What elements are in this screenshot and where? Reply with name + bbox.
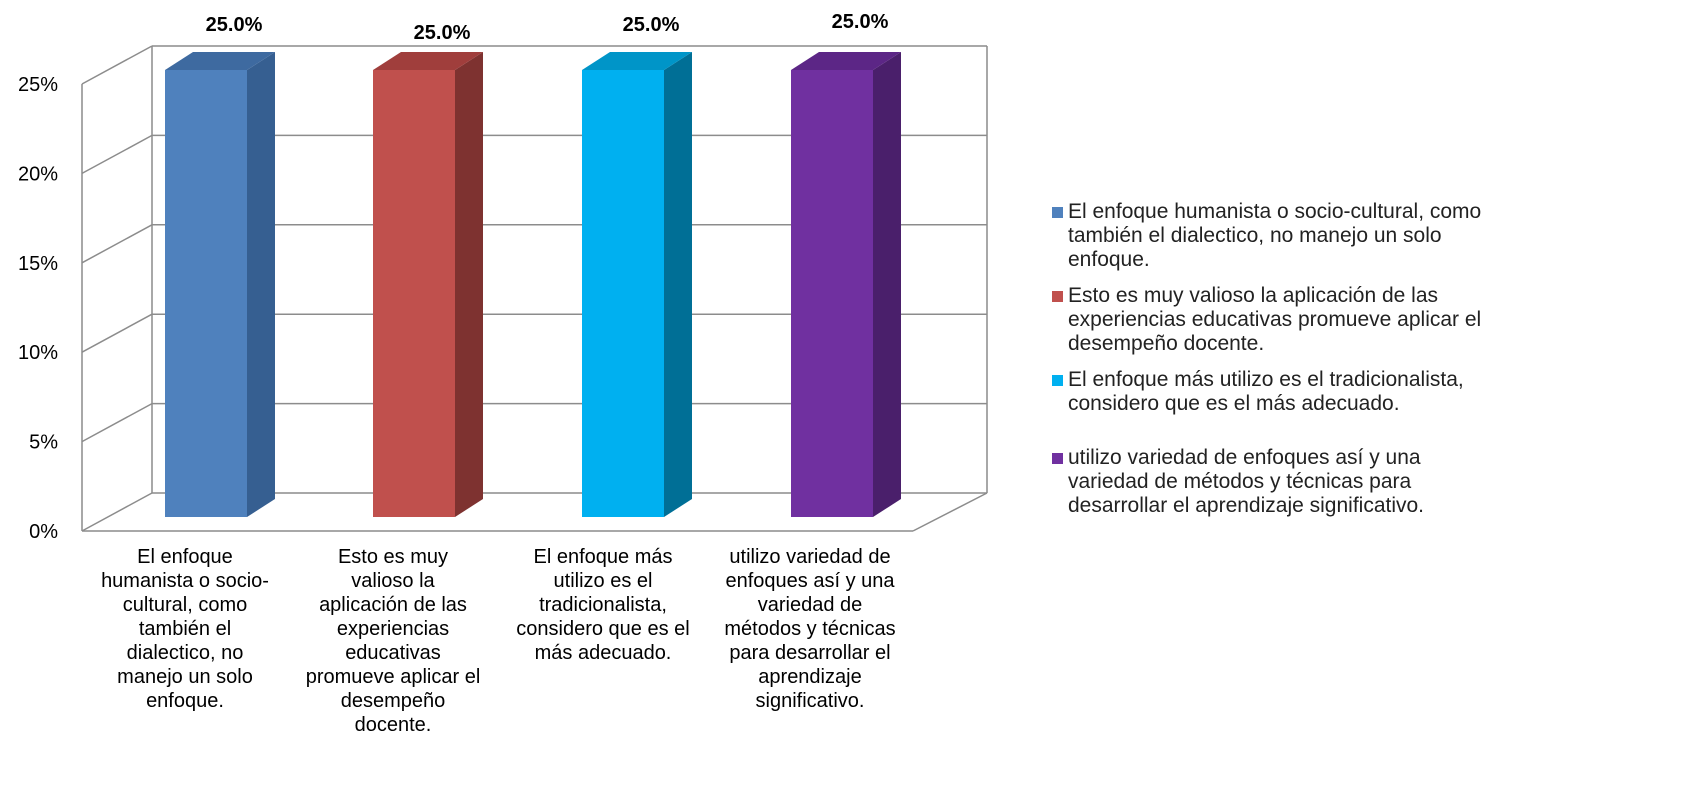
bar-top [582,52,692,70]
bar-front [582,70,664,517]
legend-item: utilizo variedad de enfoques así y una va… [1052,446,1572,518]
legend-label: El enfoque humanista o socio-cultural, c… [1068,200,1482,271]
data-label: 25.0% [832,11,889,33]
gridline-side [81,313,153,353]
data-label: 25.0% [206,14,263,36]
bar-3 [582,52,692,517]
bar-front [373,70,455,517]
gridline-side [81,134,153,175]
gridline-side [81,492,153,532]
legend-swatch [1052,375,1063,386]
gridline-side [81,45,153,85]
legend-item: El enfoque humanista o socio-cultural, c… [1052,200,1572,272]
bar-1 [165,52,275,517]
legend-item: Esto es muy valioso la aplicación de las… [1052,284,1572,356]
bar-2 [373,52,483,517]
legend-label: El enfoque más utilizo es el tradicional… [1068,368,1464,415]
bar-top [791,52,901,70]
bar-side [247,52,275,517]
legend-label: utilizo variedad de enfoques así y una va… [1068,446,1425,517]
gridline-side [81,402,153,443]
legend-swatch [1052,207,1063,218]
bar-side [455,52,483,517]
legend-swatch [1052,291,1063,302]
bar-4 [791,52,901,517]
bar-top [165,52,275,70]
y-tick-label: 0% [29,521,58,543]
data-label: 25.0% [414,22,471,44]
x-axis-label: Esto es muy valioso la aplicación de las ex… [305,546,481,736]
x-axis-label: utilizo variedad de enfoques así y una var… [724,546,896,712]
y-tick-label: 25% [18,74,58,96]
y-tick-label: 5% [29,432,58,454]
y-tick-label: 20% [18,163,58,185]
x-axis-label: El enfoque humanista o socio-cultural, co… [101,546,269,712]
data-labels: 25.0% 25.0% 25.0% 25.0% [206,11,889,44]
chart-legend: El enfoque humanista o socio-cultural, c… [1052,200,1572,518]
bar-front [165,70,247,517]
bar-top [373,52,483,70]
x-axis-label: El enfoque más utilizo es el tradicionalis… [516,546,690,664]
y-tick-label: 15% [18,253,58,275]
data-label: 25.0% [623,14,680,36]
legend-item: El enfoque más utilizo es el tradicional… [1052,368,1572,416]
legend-label: Esto es muy valioso la aplicación de las… [1068,284,1482,355]
bar-front [791,70,873,517]
bars [165,52,901,517]
y-tick-label: 10% [18,342,58,364]
y-axis-ticks: 0% 5% 10% 15% 20% 25% [18,74,58,543]
gridline-side [81,224,153,264]
chart-grid [81,45,988,532]
bar-side [873,52,901,517]
bar-side [664,52,692,517]
legend-swatch [1052,453,1063,464]
floor-right-edge [912,492,988,532]
